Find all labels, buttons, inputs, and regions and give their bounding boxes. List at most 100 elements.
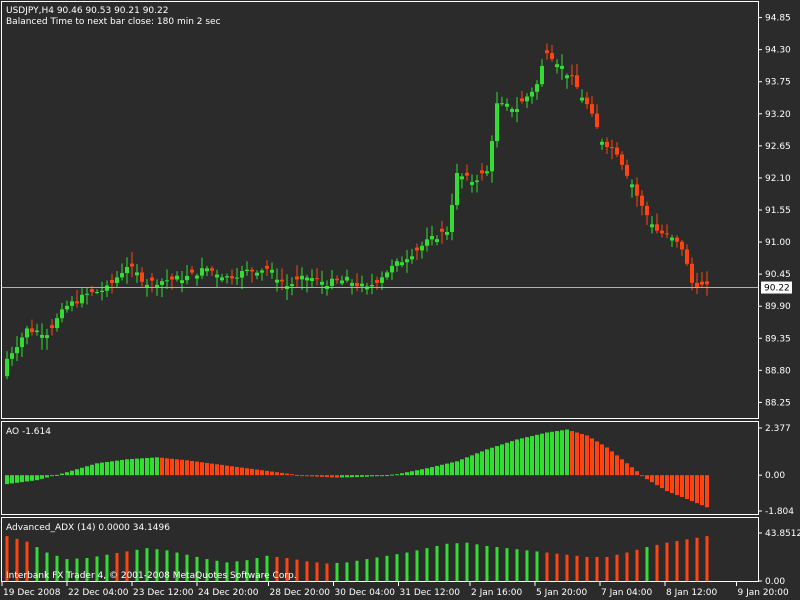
ao-bar [575,432,579,476]
ao-bar [235,466,239,476]
adx-bar [525,550,529,581]
candle-body [510,109,514,112]
candle-body [520,98,524,102]
candle-body [595,113,599,128]
ao-bar [285,473,289,476]
candle-body [110,280,114,283]
candle-body [445,231,449,235]
ao-bar [475,453,479,476]
candle-body [180,280,184,284]
ao-bar [370,475,374,477]
ao-bar [275,472,279,476]
ao-pane[interactable] [1,421,759,515]
adx-bar [305,561,309,581]
ao-bar [170,458,174,476]
ao-bar [190,460,194,476]
ao-bar [125,459,129,476]
price-tick-label: 88.80 [765,366,791,376]
price-tick-label: 90.45 [765,270,791,280]
copyright-label: Interbank FX Trader 4, © 2001-2008 MetaQ… [6,571,297,581]
candle-body [155,284,159,288]
candle-body [270,269,274,273]
ao-bar [580,433,584,476]
candle-body [200,268,204,276]
adx-bar [195,556,199,581]
adx-histogram [5,536,709,581]
candle-body [690,263,694,283]
candle-body [50,325,54,329]
ao-bar [600,444,604,476]
candle-body [560,65,564,69]
ao-bar [305,475,309,477]
adx-bar [455,543,459,581]
candle-body [55,318,59,329]
ao-bar [405,472,409,476]
ao-bar [595,441,599,476]
price-tick-label: 92.10 [765,174,791,184]
candle-body [620,154,624,165]
candle-body [515,109,519,112]
candle-body [535,84,539,92]
ao-bar [705,475,709,508]
ao-bar [375,475,379,477]
candle-body [340,280,344,284]
candle-body [660,230,664,234]
adx-bar [375,557,379,581]
ao-bar [245,468,249,476]
candle-body [25,328,29,338]
ao-bar [185,460,189,476]
candle-body [175,275,179,280]
ao-bar [540,433,544,476]
ao-bar [40,475,44,479]
candle-body [275,279,279,283]
ao-bar [220,464,224,476]
ao-bar [215,464,219,476]
adx-bar [175,552,179,581]
ao-bar [425,468,429,476]
ao-bar [95,463,99,476]
candle-body [70,301,74,306]
candle-body [245,269,249,272]
price-tick-label: 93.75 [765,78,791,88]
candle-body [30,328,34,333]
candle-body [310,278,314,282]
candle-body [130,263,134,267]
ao-bar [120,459,124,476]
candle-body [465,172,469,176]
ao-label: AO -1.614 [6,427,51,437]
ao-bar [210,463,214,476]
ao-bar [50,475,54,477]
ao-bar [460,459,464,476]
adx-bar [25,541,29,581]
candle-body [460,176,464,180]
candle-body [265,265,269,269]
adx-axis: 43.8512 0.00 [758,529,800,587]
ao-bar [65,472,69,476]
adx-bar [55,555,59,581]
ao-bar [265,470,269,476]
candle-body [665,233,669,235]
adx-bar [535,551,539,581]
candle-body [565,75,569,79]
ao-bar [625,463,629,476]
ao-bar [490,447,494,476]
price-tick-label: 94.30 [765,46,791,56]
ao-tick-label: -1.804 [765,507,794,517]
ao-bar [610,451,614,476]
candle-body [190,269,194,273]
candle-body [195,275,199,279]
ao-bar [510,441,514,476]
ao-bar [10,475,14,484]
ao-bar [415,470,419,476]
candle-body [95,291,99,293]
ao-bar [450,462,454,476]
ao-bar [640,475,644,477]
candle-body [385,272,389,278]
ao-bar [225,465,229,476]
candle-body [65,305,69,310]
candle-body [35,330,39,333]
balanced-time-label: Balanced Time to next bar close: 180 min… [6,17,221,27]
candle-body [470,181,474,185]
adx-pane[interactable] [1,517,759,582]
